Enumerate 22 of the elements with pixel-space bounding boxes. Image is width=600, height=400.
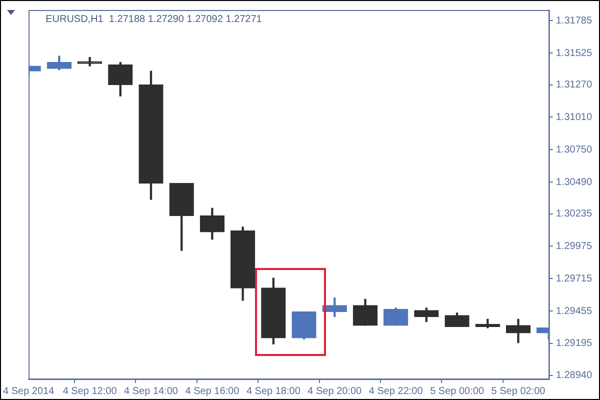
y-tick-label: 1.28940 xyxy=(556,370,592,382)
y-tick-label: 1.29975 xyxy=(556,240,592,252)
x-tick-label: 4 Sep 2014 xyxy=(2,386,55,397)
x-tick-label: 5 Sep 00:00 xyxy=(430,386,484,397)
y-tick-label: 1.31270 xyxy=(556,80,592,91)
y-tick-label: 1.30235 xyxy=(556,208,592,220)
x-tick-label: 4 Sep 20:00 xyxy=(308,386,362,397)
x-tick-label: 5 Sep 02:00 xyxy=(491,386,546,397)
y-tick-label: 1.31010 xyxy=(556,112,592,123)
x-tick-label: 4 Sep 22:00 xyxy=(368,386,424,397)
x-tick-label: 4 Sep 14:00 xyxy=(124,386,178,397)
y-tick-label: 1.29195 xyxy=(556,338,592,350)
y-tick-label: 1.29715 xyxy=(556,273,592,284)
y-tick-label: 1.30750 xyxy=(556,144,592,156)
x-tick-label: 4 Sep 18:00 xyxy=(246,386,301,397)
chart-title: EURUSD,H1 1.27188 1.27290 1.27092 1.27271 xyxy=(46,14,262,25)
y-tick-label: 1.30490 xyxy=(556,176,592,188)
y-tick-label: 1.31525 xyxy=(556,48,592,59)
x-tick-label: 4 Sep 12:00 xyxy=(62,386,118,397)
y-tick-label: 1.29455 xyxy=(556,306,592,317)
y-tick-label: 1.31785 xyxy=(556,15,592,26)
x-tick-label: 4 Sep 16:00 xyxy=(185,386,240,397)
